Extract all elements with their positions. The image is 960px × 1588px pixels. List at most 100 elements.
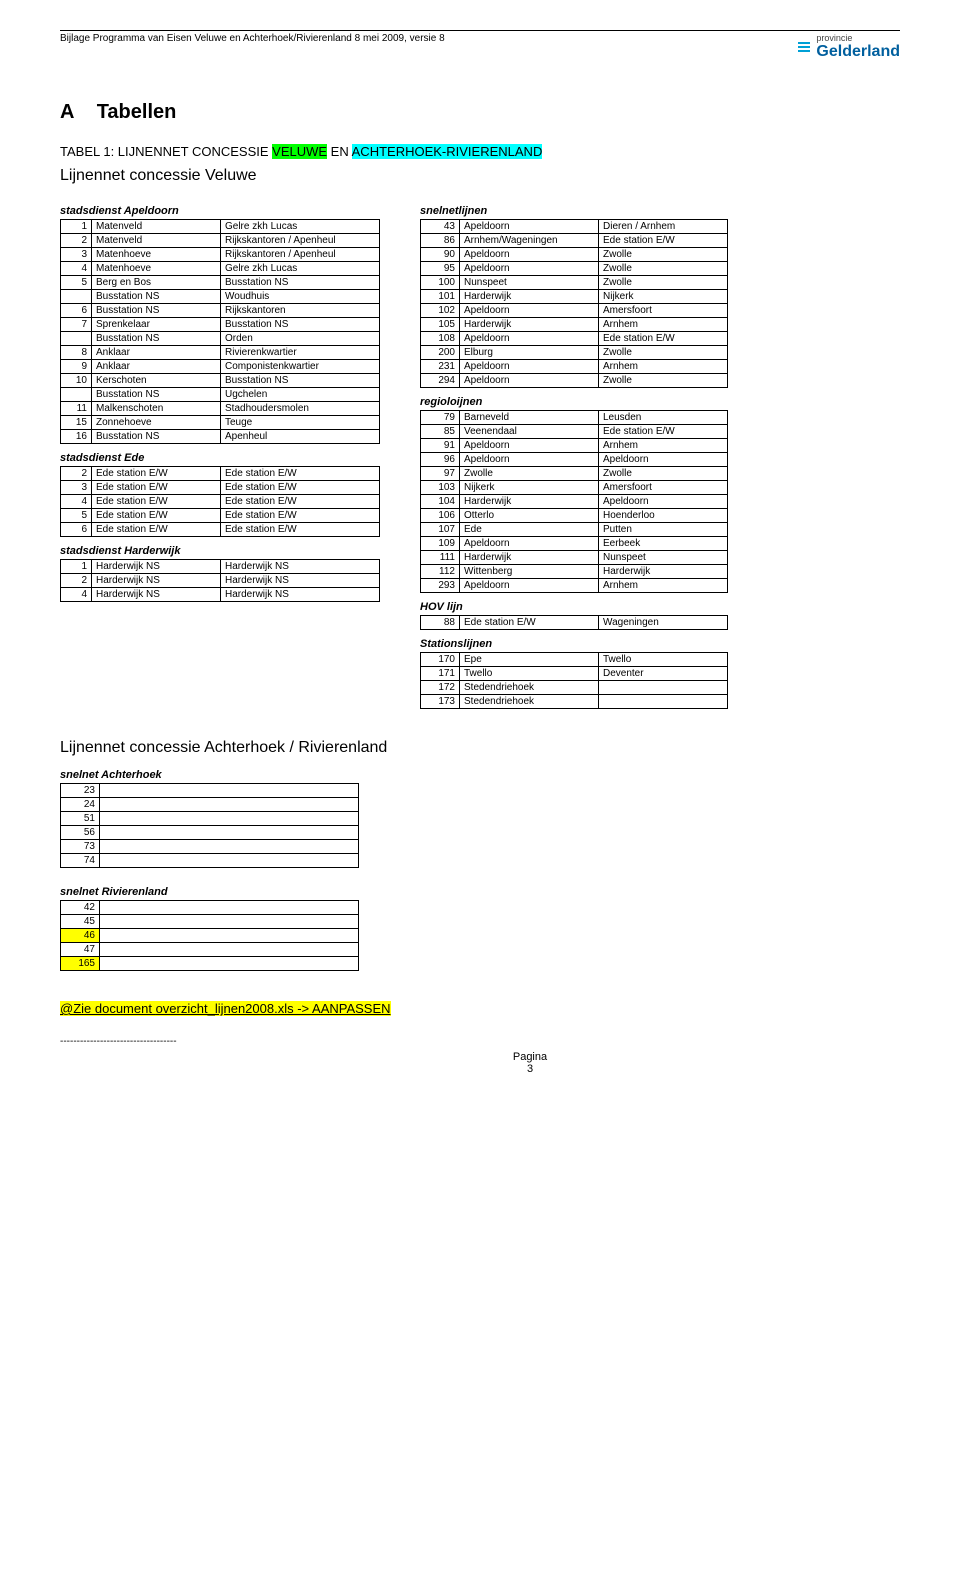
- cell: 91: [421, 439, 460, 453]
- cell: 10: [61, 374, 92, 388]
- cell: Componistenkwartier: [221, 360, 380, 374]
- table-row: 105HarderwijkArnhem: [421, 318, 728, 332]
- title-word: Tabellen: [97, 101, 177, 123]
- sec-apeldoorn: stadsdienst Apeldoorn: [60, 205, 380, 217]
- cell: Arnhem: [599, 579, 728, 593]
- table-row: 107EdePutten: [421, 523, 728, 537]
- cell: Apeldoorn: [460, 220, 599, 234]
- table-regio: 79BarneveldLeusden85VeenendaalEde statio…: [420, 410, 728, 593]
- cell: 294: [421, 374, 460, 388]
- sec-snelnet-achterhoek: snelnet Achterhoek: [60, 769, 900, 781]
- cell: Elburg: [460, 346, 599, 360]
- sec-regio: regioloijnen: [420, 396, 728, 408]
- cell: 45: [61, 915, 100, 929]
- table-row: 85VeenendaalEde station E/W: [421, 425, 728, 439]
- cell: 170: [421, 653, 460, 667]
- cell: 42: [61, 901, 100, 915]
- cell: 74: [61, 854, 100, 868]
- table-row: 90ApeldoornZwolle: [421, 248, 728, 262]
- cell: 51: [61, 812, 100, 826]
- cell: Ede station E/W: [599, 332, 728, 346]
- cell: Zwolle: [599, 276, 728, 290]
- cell: 4: [61, 495, 92, 509]
- sec-snelnet-rivierenland: snelnet Rivierenland: [60, 886, 900, 898]
- table-row: 79BarneveldLeusden: [421, 411, 728, 425]
- cell: Zwolle: [460, 467, 599, 481]
- table-row: 108ApeldoornEde station E/W: [421, 332, 728, 346]
- logo-text-main: Gelderland: [816, 43, 900, 61]
- cell: 8: [61, 346, 92, 360]
- cell: Apeldoorn: [460, 304, 599, 318]
- cell: 23: [61, 784, 100, 798]
- cell: Rivierenkwartier: [221, 346, 380, 360]
- cell: 107: [421, 523, 460, 537]
- cell: Ede station E/W: [460, 616, 599, 630]
- cell: 9: [61, 360, 92, 374]
- cell: Barneveld: [460, 411, 599, 425]
- cell: Woudhuis: [221, 290, 380, 304]
- cell: [61, 332, 92, 346]
- cell: Harderwijk: [460, 495, 599, 509]
- cell: 15: [61, 416, 92, 430]
- cell: 108: [421, 332, 460, 346]
- cell: Otterlo: [460, 509, 599, 523]
- cell: Matenveld: [92, 234, 221, 248]
- table-row: 1Harderwijk NSHarderwijk NS: [61, 560, 380, 574]
- cell: 7: [61, 318, 92, 332]
- cell: [61, 388, 92, 402]
- table-row: 91ApeldoornArnhem: [421, 439, 728, 453]
- cell: Apeldoorn: [599, 495, 728, 509]
- table-row: 9AnklaarComponistenkwartier: [61, 360, 380, 374]
- left-column: stadsdienst Apeldoorn 1MatenveldGelre zk…: [60, 197, 380, 602]
- cell: Zonnehoeve: [92, 416, 221, 430]
- cell: 102: [421, 304, 460, 318]
- cell: Gelre zkh Lucas: [221, 220, 380, 234]
- table-row: 101HarderwijkNijkerk: [421, 290, 728, 304]
- cell: Ede station E/W: [92, 467, 221, 481]
- cell: [100, 943, 359, 957]
- sec-hov: HOV lijn: [420, 601, 728, 613]
- table-row: 15ZonnehoeveTeuge: [61, 416, 380, 430]
- cell: Sprenkelaar: [92, 318, 221, 332]
- cell: Apeldoorn: [460, 453, 599, 467]
- cell: 79: [421, 411, 460, 425]
- table-row: 73: [61, 840, 359, 854]
- table-hov: 88Ede station E/WWageningen: [420, 615, 728, 630]
- table-row: 47: [61, 943, 359, 957]
- cell: Twello: [460, 667, 599, 681]
- cell: Harderwijk NS: [92, 574, 221, 588]
- table-row: 86Arnhem/WageningenEde station E/W: [421, 234, 728, 248]
- cell: Apeldoorn: [460, 248, 599, 262]
- cell: Busstation NS: [92, 430, 221, 444]
- table-row: 10KerschotenBusstation NS: [61, 374, 380, 388]
- cell: 101: [421, 290, 460, 304]
- table-row: 88Ede station E/WWageningen: [421, 616, 728, 630]
- table-row: 4Ede station E/WEde station E/W: [61, 495, 380, 509]
- cell: Harderwijk NS: [221, 588, 380, 602]
- cell: Harderwijk: [460, 290, 599, 304]
- table-row: 171TwelloDeventer: [421, 667, 728, 681]
- cell: Busstation NS: [92, 388, 221, 402]
- cell: Nunspeet: [460, 276, 599, 290]
- cell: [100, 798, 359, 812]
- table-row: 16Busstation NSApenheul: [61, 430, 380, 444]
- cell: Gelre zkh Lucas: [221, 262, 380, 276]
- table-row: 293ApeldoornArnhem: [421, 579, 728, 593]
- cell: Harderwijk: [599, 565, 728, 579]
- cell: Putten: [599, 523, 728, 537]
- cell: 293: [421, 579, 460, 593]
- cell: Epe: [460, 653, 599, 667]
- table-stations: 170EpeTwello171TwelloDeventer172Stedendr…: [420, 652, 728, 709]
- cell: [61, 290, 92, 304]
- cell: 24: [61, 798, 100, 812]
- cell: Nijkerk: [460, 481, 599, 495]
- cell: Ede station E/W: [221, 481, 380, 495]
- table-row: 2Ede station E/WEde station E/W: [61, 467, 380, 481]
- cell: 104: [421, 495, 460, 509]
- caption-hl-green: VELUWE: [272, 144, 327, 159]
- cell: 95: [421, 262, 460, 276]
- cell: [599, 681, 728, 695]
- cell: 171: [421, 667, 460, 681]
- table-row: 103NijkerkAmersfoort: [421, 481, 728, 495]
- cell: 112: [421, 565, 460, 579]
